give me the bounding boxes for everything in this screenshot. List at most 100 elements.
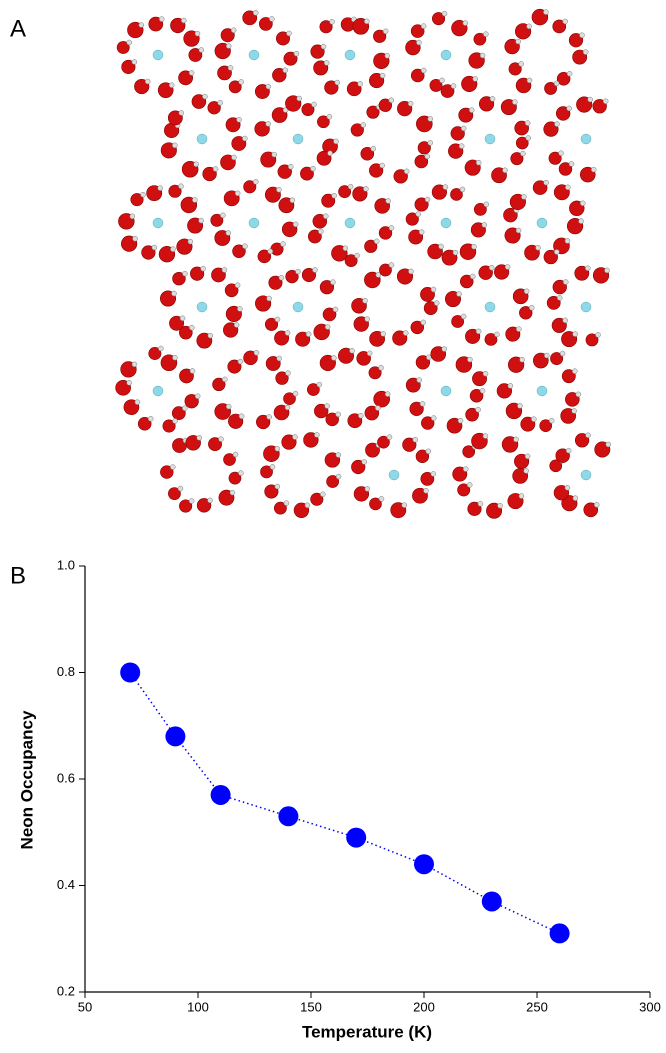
hydrogen-atom bbox=[126, 39, 132, 46]
molecular-rendering bbox=[115, 8, 612, 519]
hydrogen-atom bbox=[342, 245, 349, 252]
hydrogen-atom bbox=[379, 162, 385, 169]
oxygen-atom bbox=[408, 229, 424, 245]
hydrogen-atom bbox=[131, 361, 138, 368]
x-tick-label: 50 bbox=[78, 999, 92, 1014]
oxygen-atom bbox=[410, 320, 425, 335]
hydrogen-atom bbox=[407, 100, 414, 107]
oxygen-atom bbox=[364, 405, 380, 421]
hydrogen-atom bbox=[295, 268, 301, 275]
oxygen-atom bbox=[273, 501, 287, 515]
hydrogen-atom bbox=[427, 116, 434, 122]
neon-atom bbox=[152, 385, 164, 397]
neon-atom bbox=[440, 217, 452, 229]
hydrogen-atom bbox=[332, 306, 339, 313]
hydrogen-atom bbox=[220, 212, 226, 219]
hydrogen-atom bbox=[331, 355, 337, 361]
oxygen-atom bbox=[473, 32, 487, 46]
hydrogen-atom bbox=[518, 493, 525, 499]
hydrogen-atom bbox=[334, 79, 341, 86]
hydrogen-atom bbox=[416, 377, 423, 383]
hydrogen-atom bbox=[475, 406, 481, 413]
hydrogen-atom bbox=[198, 47, 205, 53]
oxygen-atom bbox=[414, 197, 429, 212]
neon-atom bbox=[196, 301, 208, 313]
y-tick-label: 0.6 bbox=[57, 770, 75, 785]
oxygen-atom bbox=[243, 350, 258, 366]
neon-atom bbox=[388, 469, 400, 481]
hydrogen-atom bbox=[479, 52, 486, 59]
hydrogen-atom bbox=[388, 97, 395, 104]
hydrogen-atom bbox=[585, 265, 591, 271]
oxygen-atom bbox=[256, 414, 271, 430]
hydrogen-atom bbox=[420, 23, 427, 29]
hydrogen-atom bbox=[179, 315, 186, 322]
hydrogen-atom bbox=[554, 249, 560, 255]
hydrogen-atom bbox=[472, 76, 479, 82]
oxygen-atom bbox=[457, 483, 471, 497]
hydrogen-atom bbox=[283, 500, 290, 506]
oxygen-atom bbox=[420, 287, 435, 302]
x-tick-label: 150 bbox=[300, 999, 322, 1014]
oxygen-atom bbox=[440, 84, 455, 98]
hydrogen-atom bbox=[178, 110, 185, 116]
hydrogen-atom bbox=[335, 473, 342, 480]
oxygen-atom bbox=[415, 449, 430, 463]
oxygen-atom bbox=[285, 269, 299, 284]
neon-atom bbox=[152, 49, 164, 61]
hydrogen-atom bbox=[316, 381, 323, 388]
hydrogen-atom bbox=[380, 331, 386, 337]
hydrogen-atom bbox=[196, 435, 202, 441]
hydrogen-atom bbox=[363, 186, 369, 192]
hydrogen-atom bbox=[177, 485, 184, 492]
oxygen-atom bbox=[552, 279, 567, 295]
oxygen-atom bbox=[257, 249, 272, 264]
hydrogen-atom bbox=[172, 418, 178, 424]
hydrogen-atom bbox=[513, 436, 519, 443]
hydrogen-atom bbox=[471, 243, 477, 250]
hydrogen-atom bbox=[523, 468, 529, 474]
oxygen-atom bbox=[202, 166, 217, 182]
hydrogen-atom bbox=[188, 498, 195, 504]
hydrogen-atom bbox=[475, 159, 482, 166]
hydrogen-atom bbox=[266, 295, 272, 302]
oxygen-atom bbox=[295, 331, 311, 347]
oxygen-atom bbox=[242, 10, 258, 26]
oxygen-atom bbox=[264, 317, 279, 331]
hydrogen-atom bbox=[221, 267, 228, 273]
hydrogen-atom bbox=[200, 265, 206, 272]
data-point bbox=[278, 806, 299, 827]
oxygen-atom bbox=[232, 244, 246, 259]
hydrogen-atom bbox=[280, 241, 286, 247]
oxygen-atom bbox=[351, 459, 366, 475]
oxygen-atom bbox=[162, 419, 176, 433]
hydrogen-atom bbox=[318, 228, 324, 235]
y-tick-label: 0.4 bbox=[57, 877, 75, 892]
hydrogen-atom bbox=[564, 484, 571, 491]
oxygen-atom bbox=[420, 472, 435, 486]
oxygen-atom bbox=[276, 31, 290, 46]
oxygen-atom bbox=[319, 20, 333, 34]
hydrogen-atom bbox=[507, 383, 514, 389]
x-tick-label: 100 bbox=[187, 999, 209, 1014]
hydrogen-atom bbox=[218, 436, 224, 442]
hydrogen-atom bbox=[269, 16, 275, 22]
hydrogen-atom bbox=[364, 18, 370, 25]
neon-atom bbox=[344, 217, 356, 229]
hydrogen-atom bbox=[403, 168, 410, 175]
hydrogen-atom bbox=[274, 445, 281, 452]
oxygen-atom bbox=[565, 392, 580, 407]
hydrogen-atom bbox=[172, 354, 178, 361]
oxygen-atom bbox=[258, 17, 273, 31]
oxygen-atom bbox=[116, 41, 130, 54]
neon-atom bbox=[248, 217, 260, 229]
y-axis-label: Neon Occupancy bbox=[17, 710, 36, 849]
hydrogen-atom bbox=[229, 489, 236, 496]
hydrogen-atom bbox=[408, 268, 414, 275]
data-point bbox=[120, 662, 141, 683]
hydrogen-atom bbox=[207, 332, 214, 339]
oxygen-atom bbox=[556, 72, 571, 86]
oxygen-atom bbox=[347, 413, 363, 429]
neon-atom bbox=[440, 49, 452, 61]
hydrogen-atom bbox=[384, 53, 391, 59]
